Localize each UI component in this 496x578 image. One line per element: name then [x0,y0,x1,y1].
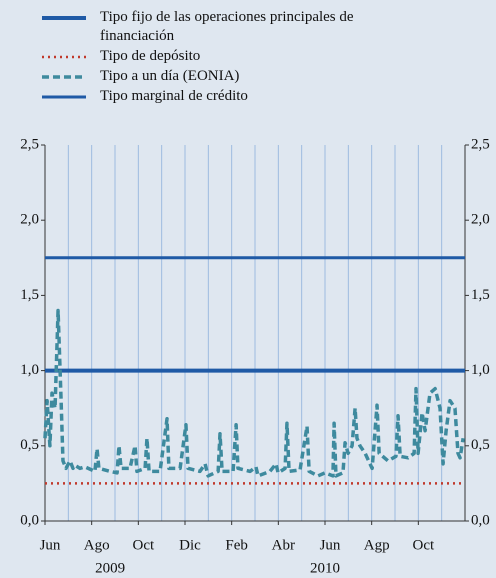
y-tick-label: 1,0 [20,362,39,378]
legend-swatch [42,16,86,20]
x-tick-label: Abr [272,537,295,553]
x-tick-label: Dic [179,537,201,553]
legend-label: Tipo de depósito [100,48,201,64]
x-tick-label: Oct [412,537,434,553]
y-tick-label: 1,5 [471,287,490,303]
legend-swatch [42,55,86,59]
x-tick-label: Oct [132,537,154,553]
year-label: 2010 [310,560,340,576]
x-tick-label: Jun [40,537,61,553]
x-tick-label: Agp [364,537,390,553]
legend-label: Tipo a un día (EONIA) [100,68,240,84]
y-tick-label: 0,5 [471,437,490,453]
year-label: 2009 [95,560,125,576]
x-tick-label: Ago [84,537,110,553]
y-tick-label: 0,5 [20,437,39,453]
y-tick-label: 2,0 [20,212,39,228]
legend-item: Tipo a un día (EONIA) [40,67,400,86]
legend: Tipo fijo de las operaciones principales… [40,8,400,107]
y-tick-label: 0,0 [471,512,490,528]
legend-swatch [42,95,86,99]
legend-item: Tipo marginal de crédito [40,87,400,106]
legend-item: Tipo de depósito [40,47,400,66]
y-tick-label: 2,0 [471,212,490,228]
legend-label: Tipo fijo de las operaciones principales… [100,9,354,44]
y-tick-label: 2,5 [20,136,39,152]
y-tick-label: 2,5 [471,136,490,152]
y-tick-label: 1,0 [471,362,490,378]
series-line [43,308,465,478]
x-tick-label: Feb [225,537,248,553]
y-tick-label: 0,0 [20,512,39,528]
legend-swatch [42,75,86,79]
y-tick-label: 1,5 [20,287,39,303]
x-tick-label: Jun [320,537,341,553]
legend-label: Tipo marginal de crédito [100,88,248,104]
legend-item: Tipo fijo de las operaciones principales… [40,8,400,46]
